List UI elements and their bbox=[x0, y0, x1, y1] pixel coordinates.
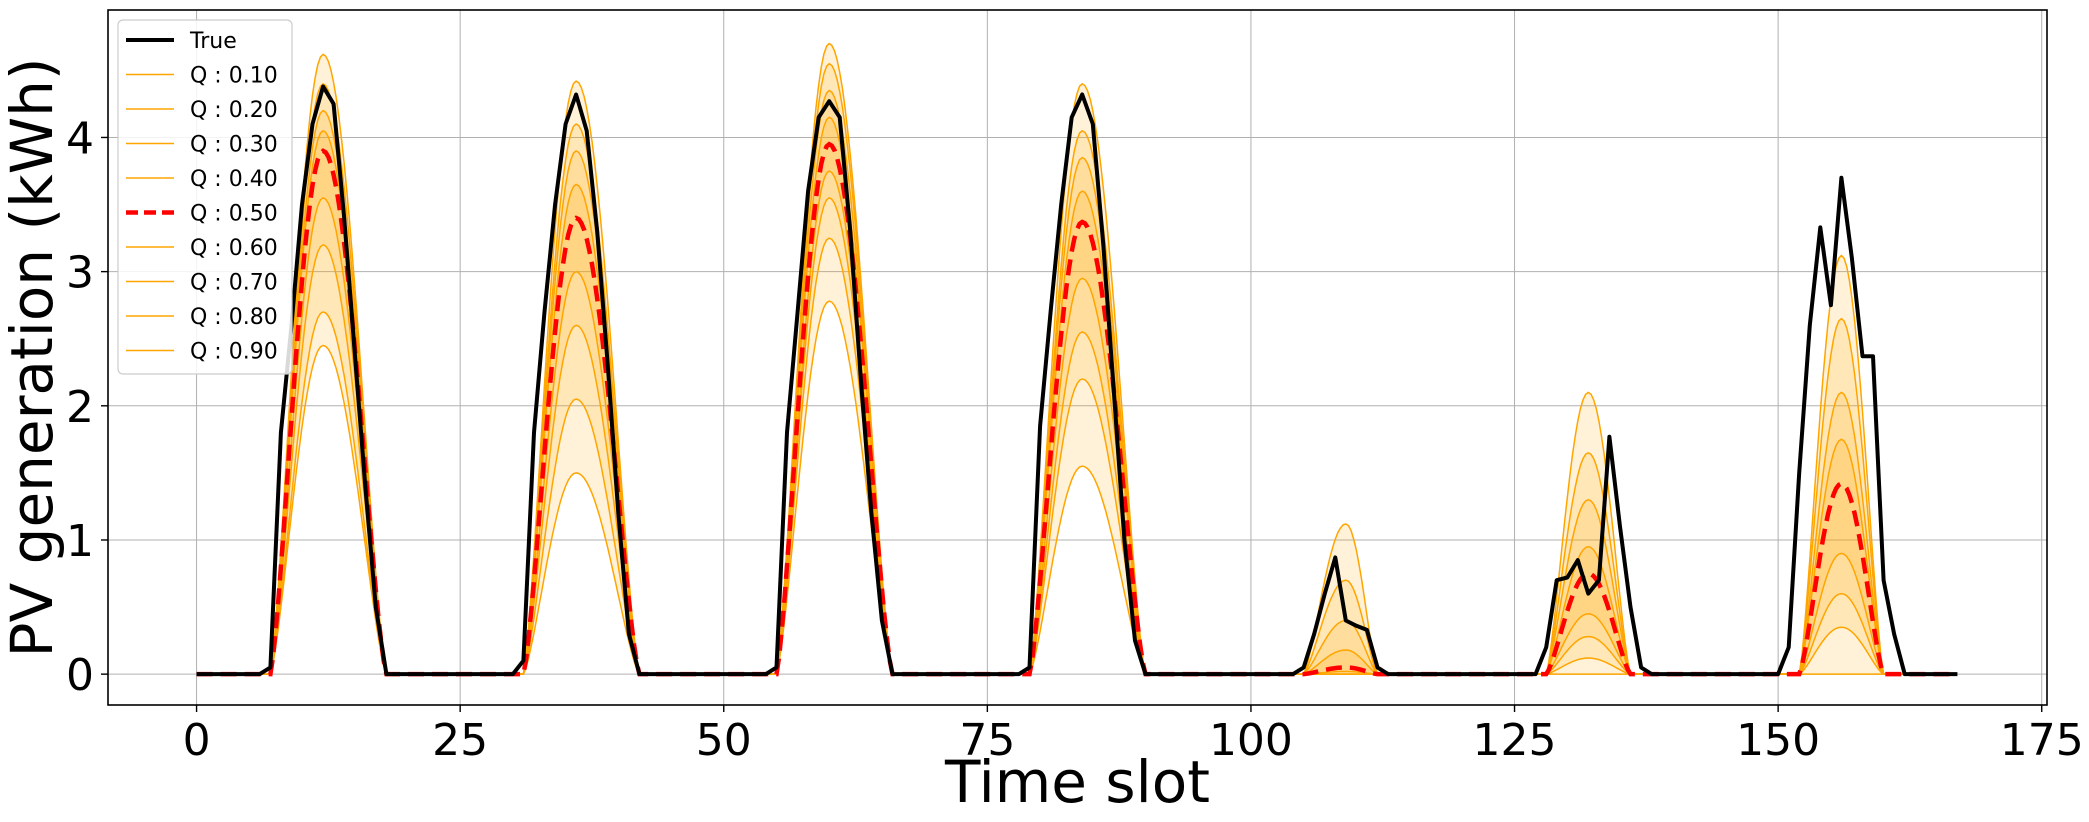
legend-label: Q : 0.70 bbox=[190, 271, 278, 296]
y-axis-label: PV generation (kWh) bbox=[0, 58, 66, 658]
x-tick-label: 175 bbox=[2000, 715, 2084, 766]
legend-label: Q : 0.90 bbox=[190, 340, 278, 365]
y-tick-label: 4 bbox=[66, 113, 94, 164]
x-tick-label: 25 bbox=[432, 715, 488, 766]
true-line-group bbox=[196, 84, 1958, 677]
legend-label: True bbox=[189, 29, 237, 54]
axis-ticks: 0 25 50 75 100 125 150 175 0 1 2 3 4 bbox=[66, 113, 2084, 766]
legend-label: Q : 0.20 bbox=[190, 98, 278, 123]
quantile-band bbox=[196, 43, 1958, 675]
y-tick-label: 1 bbox=[66, 516, 94, 567]
x-tick-label: 75 bbox=[959, 715, 1015, 766]
x-tick-label: 100 bbox=[1209, 715, 1293, 766]
y-tick-label: 2 bbox=[66, 382, 94, 433]
x-tick-label: 50 bbox=[696, 715, 752, 766]
x-axis-label: Time slot bbox=[944, 748, 1210, 816]
legend-label: Q : 0.60 bbox=[190, 236, 278, 261]
x-tick-label: 0 bbox=[183, 715, 211, 766]
x-tick-label: 150 bbox=[1736, 715, 1820, 766]
x-tick-label: 125 bbox=[1473, 715, 1557, 766]
legend-label: Q : 0.30 bbox=[190, 133, 278, 158]
y-tick-label: 3 bbox=[66, 248, 94, 299]
y-tick-label: 0 bbox=[66, 650, 94, 701]
legend: True Q : 0.10 Q : 0.20 Q : 0.30 Q : 0.40 Q : … bbox=[117, 19, 293, 375]
legend-label: Q : 0.40 bbox=[190, 167, 278, 192]
true-line bbox=[196, 84, 1958, 677]
legend-label: Q : 0.50 bbox=[190, 202, 278, 227]
quantile-band bbox=[196, 63, 1958, 675]
legend-label: Q : 0.80 bbox=[190, 305, 278, 330]
plot-frame bbox=[107, 9, 2048, 706]
legend-label: Q : 0.10 bbox=[190, 64, 278, 89]
